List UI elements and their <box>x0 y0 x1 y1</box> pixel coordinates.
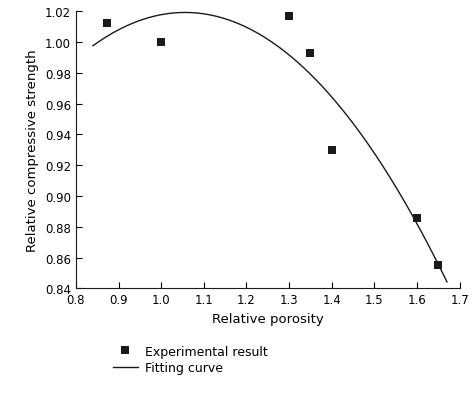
Point <box>157 40 165 46</box>
Point <box>103 21 110 28</box>
Point <box>285 14 293 20</box>
Point <box>413 215 421 221</box>
Point <box>328 147 336 154</box>
Legend: Experimental result, Fitting curve: Experimental result, Fitting curve <box>113 345 268 375</box>
Point <box>435 263 442 269</box>
Point <box>307 51 314 57</box>
X-axis label: Relative porosity: Relative porosity <box>212 312 324 325</box>
Y-axis label: Relative compressive strength: Relative compressive strength <box>26 49 39 251</box>
